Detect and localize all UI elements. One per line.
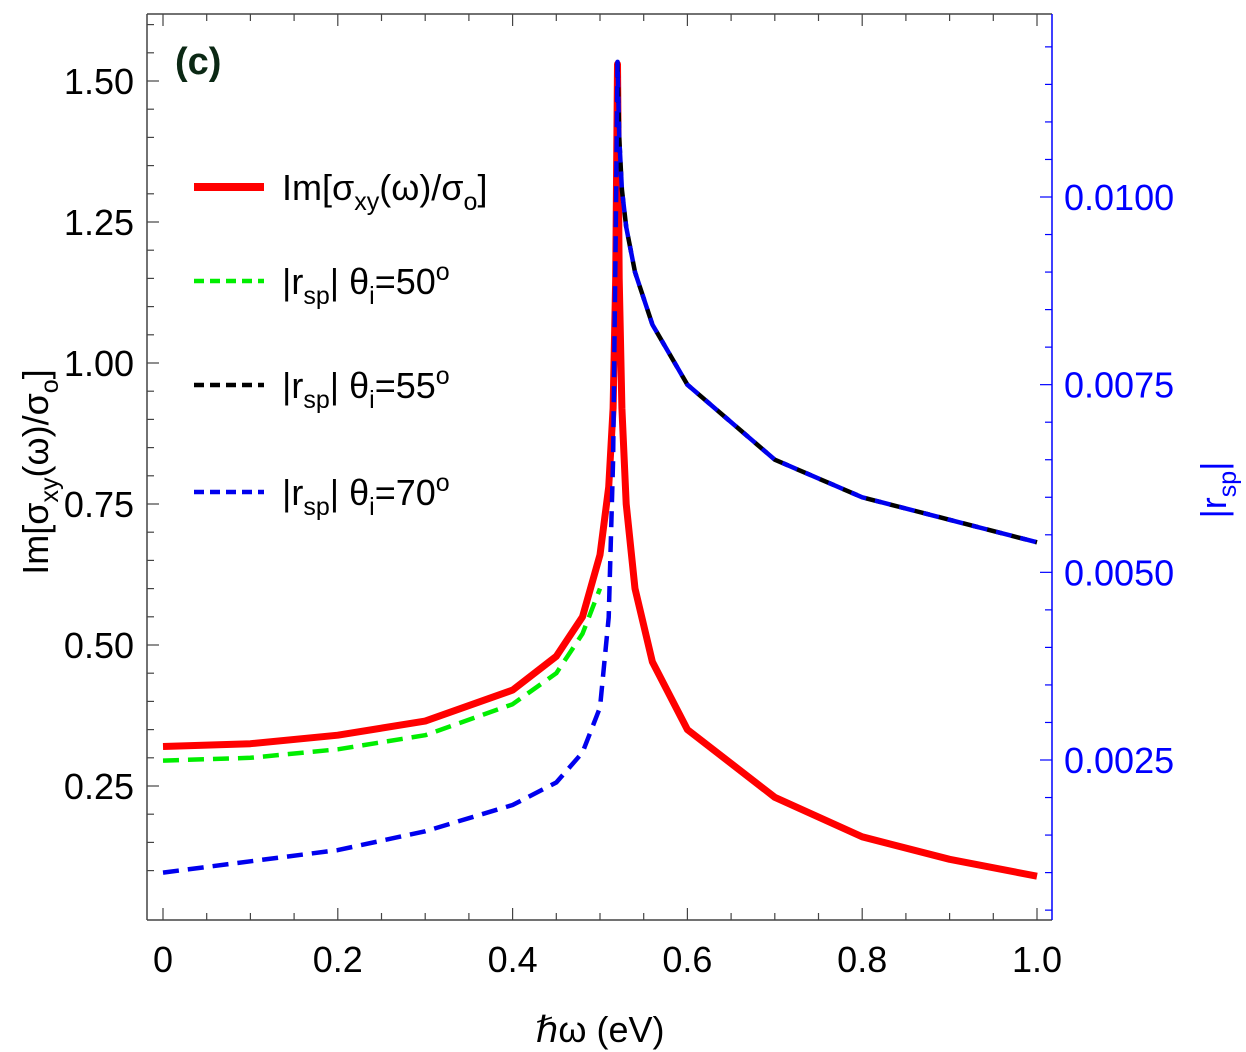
y-left-tick-label: 1.50 [64, 61, 134, 102]
y-right-tick-label: 0.0075 [1064, 365, 1174, 406]
x-tick-label: 0 [153, 939, 173, 980]
y-left-tick-label: 1.00 [64, 343, 134, 384]
legend-label: |rsp| θi=70o [282, 469, 450, 521]
x-tick-label: 1.0 [1012, 939, 1062, 980]
series-line-2 [615, 61, 1038, 545]
series-line-3 [162, 59, 1038, 875]
y-left-tick-label: 0.75 [64, 484, 134, 525]
x-tick-label: 0.2 [313, 939, 363, 980]
y-left-tick-label: 0.50 [64, 625, 134, 666]
y-left-tick-label: 1.25 [64, 202, 134, 243]
y-left-tick-label: 0.25 [64, 766, 134, 807]
y-right-tick-label: 0.0025 [1064, 740, 1174, 781]
x-tick-label: 0.4 [488, 939, 538, 980]
x-tick-label: 0.6 [662, 939, 712, 980]
legend-label: |rsp| θi=55o [282, 362, 450, 414]
series-line-1 [162, 587, 603, 763]
panel-label: (c) [175, 41, 221, 83]
axes-layer: 0 0.2 0.4 0.6 0.8 1.0 0.25 0.50 0.75 1.00 1.25 1.50… [64, 13, 1174, 980]
y-axis-right-label: |rsp| [1193, 461, 1242, 518]
y-axis-left-label: Im[σxy(ω)/σo] [15, 369, 64, 574]
y-right-tick-label: 0.0050 [1064, 552, 1174, 593]
legend-label: Im[σxy(ω)/σo] [282, 167, 487, 216]
legend-label: |rsp| θi=50o [282, 258, 450, 310]
y-right-tick-label: 0.0100 [1064, 177, 1174, 218]
x-tick-label: 0.8 [837, 939, 887, 980]
series-layer [162, 59, 1038, 880]
legend: Im[σxy(ω)/σo] |rsp| θi=50o |rsp| θi=55o |rs… [194, 167, 487, 521]
x-axis-label: ℏω (eV) [536, 1009, 665, 1050]
